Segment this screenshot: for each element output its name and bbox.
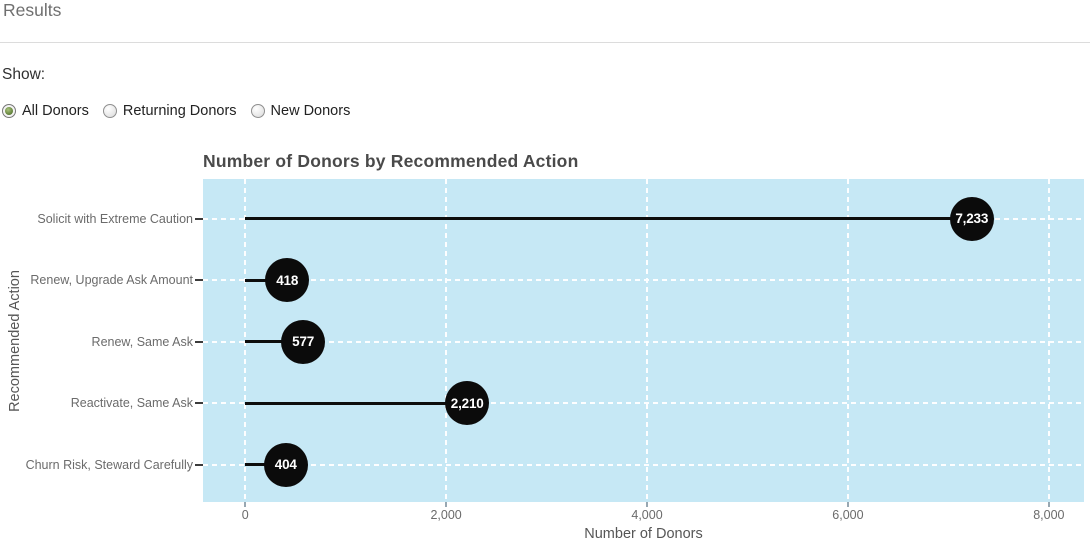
y-gridline (203, 402, 1084, 405)
x-axis-tick (846, 502, 849, 507)
y-gridline (203, 340, 1084, 343)
x-tick-label: 8,000 (1033, 508, 1065, 522)
x-tick-label: 2,000 (430, 508, 462, 522)
show-label: Show: (2, 66, 46, 83)
radio-option-new-donors[interactable]: New Donors (250, 103, 351, 119)
y-axis-title: Recommended Action (7, 270, 23, 412)
radio-selected-icon[interactable] (2, 104, 16, 118)
lollipop-stick (245, 401, 468, 405)
donors-lollipop-chart: 0 2,000 4,000 6,000 8,000 Solicit with Extrem… (0, 178, 1090, 555)
radio-option-all-donors[interactable]: All Donors (2, 103, 89, 119)
section-divider (0, 42, 1090, 43)
x-axis-tick (1047, 502, 1050, 507)
y-axis-tick (195, 340, 203, 343)
page-title: Results (3, 0, 62, 20)
x-gridline (1047, 179, 1050, 502)
radio-option-label: Returning Donors (122, 103, 237, 119)
y-category-label: Renew, Same Ask (91, 334, 193, 349)
x-gridline (846, 179, 849, 502)
radio-option-label: New Donors (270, 103, 351, 119)
x-axis-tick (244, 502, 247, 507)
chart-title: Number of Donors by Recommended Action (203, 151, 579, 171)
y-gridline (203, 463, 1084, 466)
x-gridline (646, 179, 649, 502)
show-radio-group: All Donors Returning Donors New Donors (2, 103, 350, 119)
y-axis-tick (195, 402, 203, 405)
data-point-marker: 2,210 (445, 381, 490, 426)
y-axis-tick (195, 463, 203, 466)
x-gridline (445, 179, 448, 502)
radio-unselected-icon[interactable] (250, 104, 265, 118)
y-axis-tick (195, 217, 203, 220)
y-category-label: Renew, Upgrade Ask Amount (30, 273, 193, 288)
x-axis-title: Number of Donors (584, 526, 703, 542)
radio-unselected-icon[interactable] (102, 104, 117, 118)
lollipop-stick (245, 340, 304, 344)
x-axis-tick (646, 502, 649, 507)
radio-option-label: All Donors (22, 103, 89, 119)
y-category-label: Solicit with Extreme Caution (37, 211, 193, 226)
plot-area (203, 179, 1084, 502)
y-category-label: Reactivate, Same Ask (70, 396, 193, 411)
x-axis-tick (445, 502, 448, 507)
x-tick-label: 4,000 (631, 508, 663, 522)
data-point-marker: 7,233 (949, 196, 994, 241)
y-category-label: Churn Risk, Steward Carefully (25, 457, 193, 472)
x-tick-label: 0 (241, 508, 249, 522)
radio-option-returning-donors[interactable]: Returning Donors (102, 103, 237, 119)
data-point-marker: 418 (265, 258, 310, 303)
y-gridline (203, 279, 1084, 282)
x-tick-label: 6,000 (832, 508, 864, 522)
data-point-marker: 577 (281, 319, 326, 364)
lollipop-stick (245, 217, 972, 221)
y-axis-tick (195, 279, 203, 282)
data-point-marker: 404 (263, 442, 308, 487)
